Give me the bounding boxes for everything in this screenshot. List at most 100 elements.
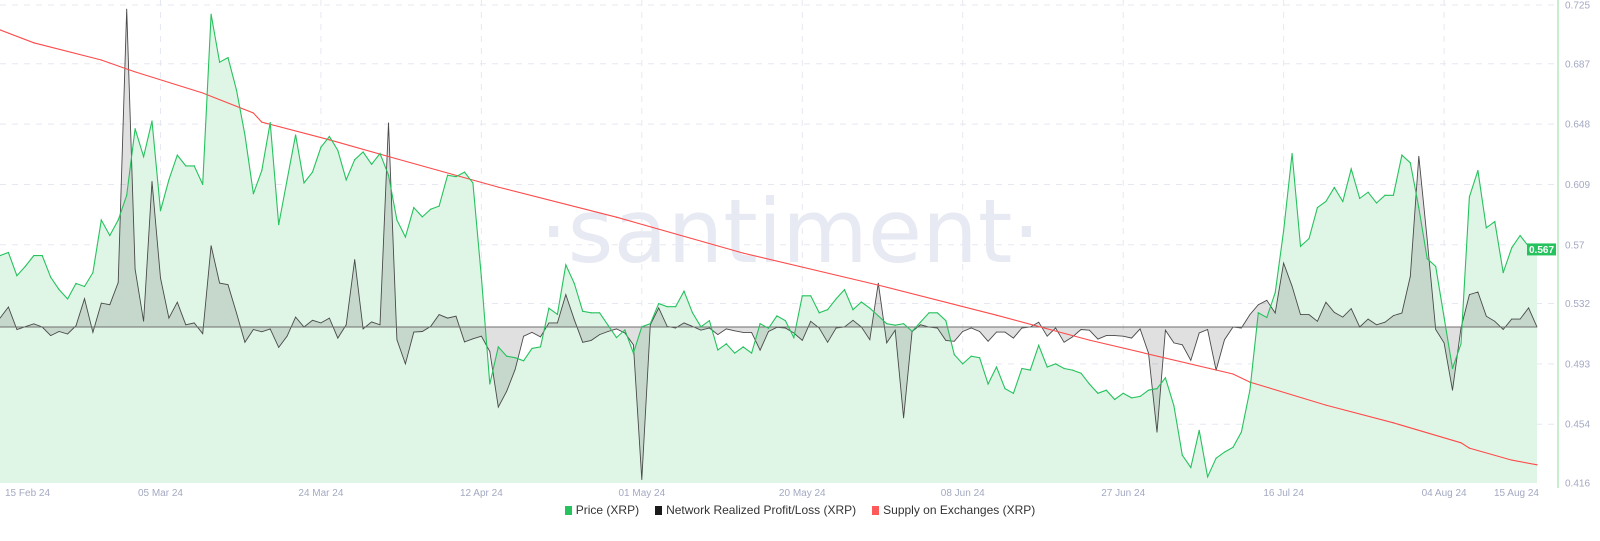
profit-loss-point	[1190, 359, 1192, 361]
profit-loss-point	[1418, 155, 1420, 157]
x-tick-label: 01 May 24	[618, 488, 665, 499]
profit-loss-point	[100, 302, 102, 304]
legend-item-supply[interactable]: Supply on Exchanges (XRP)	[872, 503, 1035, 517]
y-tick-label: 0.687	[1565, 59, 1590, 70]
profit-loss-point	[1038, 321, 1040, 323]
price-point	[615, 336, 618, 339]
profit-loss-area	[0, 9, 1537, 480]
price-point	[92, 272, 94, 274]
price-point	[126, 194, 128, 196]
price-point	[539, 346, 542, 348]
profit-loss-point	[193, 322, 195, 324]
y-tick-label: 0.454	[1565, 420, 1590, 431]
price-point	[962, 363, 964, 365]
price-point	[1181, 454, 1183, 456]
profit-loss-point	[1249, 314, 1251, 315]
price-point	[1435, 265, 1437, 268]
price-point	[328, 135, 330, 138]
price-point	[472, 182, 474, 184]
profit-loss-point	[1359, 326, 1361, 328]
profit-loss-point	[573, 319, 575, 321]
price-point	[345, 179, 347, 181]
profit-loss-point	[565, 294, 567, 295]
profit-loss-point	[700, 329, 702, 331]
x-tick-label: 27 Jun 24	[1101, 488, 1145, 499]
profit-loss-point	[979, 331, 981, 332]
profit-loss-point	[776, 326, 778, 328]
legend-item-price[interactable]: Price (XRP)	[564, 503, 639, 517]
price-point	[337, 149, 339, 152]
profit-loss-point	[472, 338, 474, 340]
price-point	[1274, 292, 1276, 294]
price-point	[497, 346, 499, 348]
price-point	[455, 176, 457, 178]
profit-loss-point	[903, 417, 905, 419]
price-point	[1190, 466, 1192, 469]
price-point	[294, 134, 297, 136]
supply-point	[252, 112, 254, 114]
legend-item-profit-loss[interactable]: Network Realized Profit/Loss (XRP)	[655, 503, 856, 517]
profit-loss-point	[860, 326, 862, 328]
profit-loss-point	[134, 268, 136, 270]
price-point	[979, 357, 981, 359]
profit-loss-point	[1021, 327, 1023, 329]
price-point	[742, 346, 744, 348]
profit-loss-point	[734, 330, 736, 332]
price-point	[818, 312, 820, 314]
price-point	[117, 219, 119, 221]
price-point	[50, 276, 52, 278]
profit-loss-point	[725, 328, 727, 330]
profit-loss-point	[236, 312, 237, 314]
profit-loss-point	[869, 339, 871, 341]
profit-loss-point	[1004, 331, 1006, 333]
supply-point	[1536, 464, 1538, 466]
supply-point	[1468, 447, 1471, 449]
price-point	[1147, 389, 1150, 391]
price-point	[278, 224, 280, 226]
x-tick-label: 15 Feb 24	[5, 488, 50, 499]
profit-loss-point	[683, 322, 685, 324]
price-point	[751, 352, 753, 354]
profit-loss-point	[751, 332, 753, 333]
profit-loss-point	[632, 344, 634, 346]
price-point	[835, 298, 837, 300]
price-point	[1291, 152, 1293, 155]
profit-loss-point	[430, 325, 432, 327]
profit-loss-point	[1131, 337, 1133, 339]
profit-loss-point	[1266, 299, 1268, 301]
price-point	[109, 234, 111, 237]
price-point	[75, 282, 77, 285]
profit-loss-point	[599, 334, 600, 336]
price-point	[1409, 162, 1411, 164]
profit-loss-point	[877, 282, 879, 284]
supply-point	[995, 314, 998, 316]
price-point	[531, 347, 533, 350]
price-point	[1257, 312, 1259, 314]
plot-area[interactable]	[0, 8, 1538, 484]
price-point	[1131, 397, 1133, 399]
legend-swatch-supply	[872, 505, 880, 515]
profit-loss-point	[1148, 352, 1149, 354]
price-point	[1063, 367, 1065, 370]
supply-point	[1325, 404, 1327, 406]
supply-point	[100, 59, 102, 61]
price-point	[286, 179, 288, 181]
profit-loss-point	[1393, 315, 1394, 316]
price-point	[1122, 392, 1124, 394]
price-point	[1105, 389, 1107, 391]
price-point	[413, 207, 415, 209]
profit-loss-point	[151, 180, 153, 182]
profit-loss-point	[1443, 342, 1445, 344]
profit-loss-point	[8, 306, 9, 308]
profit-loss-point	[1435, 329, 1437, 330]
supply-point	[1392, 422, 1395, 424]
supply-point	[1249, 381, 1251, 383]
profit-loss-point	[1376, 324, 1377, 326]
profit-loss-point	[1055, 327, 1057, 329]
profit-loss-point	[666, 325, 668, 327]
price-point	[953, 354, 955, 356]
price-point	[843, 289, 846, 291]
price-point	[632, 352, 634, 354]
profit-loss-point	[1089, 329, 1090, 331]
